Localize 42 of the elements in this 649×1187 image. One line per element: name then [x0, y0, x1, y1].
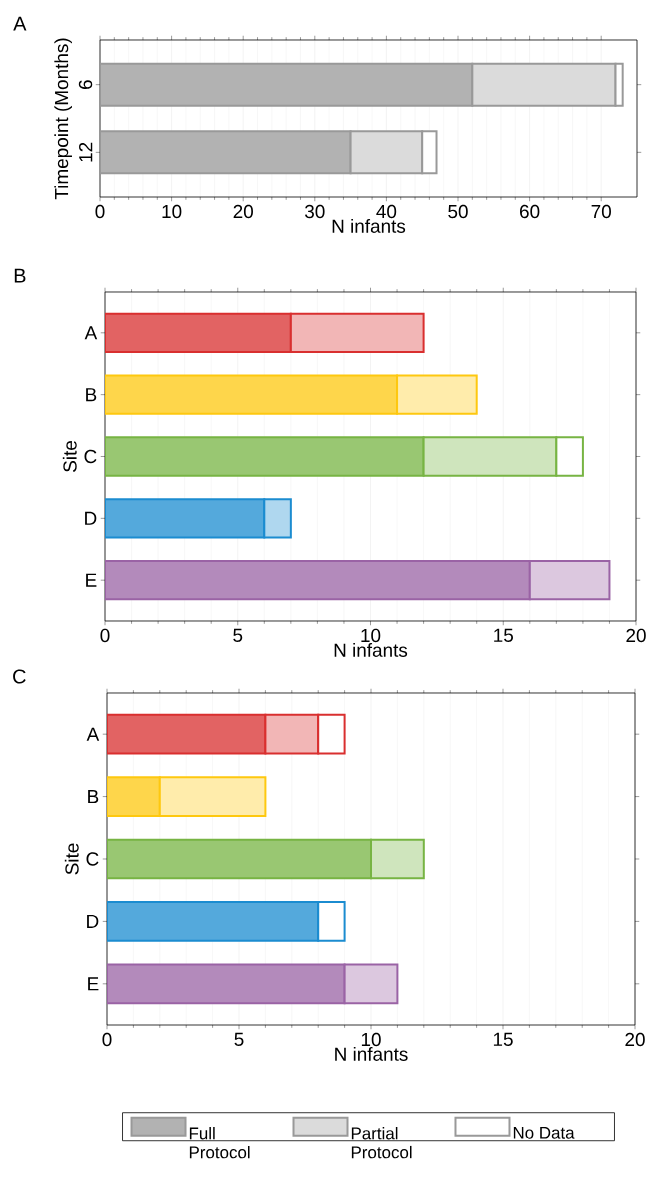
chart-title: C [13, 669, 26, 684]
x-tick-label: 0 [100, 628, 110, 643]
x-tick-label: 20 [626, 628, 646, 643]
y-tick-label: D [87, 914, 99, 928]
x-tick-label: 50 [448, 204, 468, 219]
x-tick-label: 5 [234, 1032, 244, 1046]
x-tick-label: 20 [233, 204, 253, 219]
legend-label: No Data [513, 1126, 575, 1139]
x-axis-title: N infants [334, 643, 408, 657]
x-tick-label: 10 [361, 628, 381, 643]
y-tick-label: A [84, 326, 98, 340]
y-tick-label: E [86, 573, 97, 587]
x-tick-label: 5 [233, 628, 243, 642]
x-tick-label: 70 [591, 204, 611, 219]
y-tick-label: B [88, 790, 99, 804]
chart-title: A [13, 16, 27, 31]
x-tick-label: 30 [304, 204, 325, 219]
x-tick-label: 20 [625, 1032, 645, 1047]
x-axis-title: N infants [335, 1047, 408, 1061]
y-axis-title: Timepoint (Months) [54, 38, 72, 200]
y-axis-title: Site [62, 441, 77, 472]
legend-label: Full Protocol [189, 1126, 250, 1159]
x-tick-label: 40 [376, 204, 397, 219]
x-tick-label: 0 [102, 1032, 112, 1047]
x-tick-label: 0 [95, 204, 105, 219]
y-axis-title: Site [64, 843, 79, 875]
y-tick-label: 12 [79, 142, 93, 162]
x-tick-label: 10 [361, 1032, 381, 1047]
x-axis-title: N infants [332, 219, 406, 233]
legend-label: Partial Protocol [351, 1126, 412, 1159]
x-tick-label: 15 [493, 1032, 513, 1046]
x-tick-label: 60 [520, 204, 540, 219]
y-tick-label: C [84, 449, 97, 464]
y-tick-label: A [86, 727, 100, 741]
y-tick-label: D [85, 511, 97, 525]
y-tick-label: E [88, 977, 99, 991]
x-tick-label: 15 [494, 628, 513, 642]
y-tick-label: B [86, 388, 97, 402]
x-tick-label: 10 [162, 204, 182, 219]
y-tick-label: C [86, 852, 99, 866]
y-tick-label: 6 [78, 80, 93, 89]
chart-title: B [14, 268, 26, 283]
